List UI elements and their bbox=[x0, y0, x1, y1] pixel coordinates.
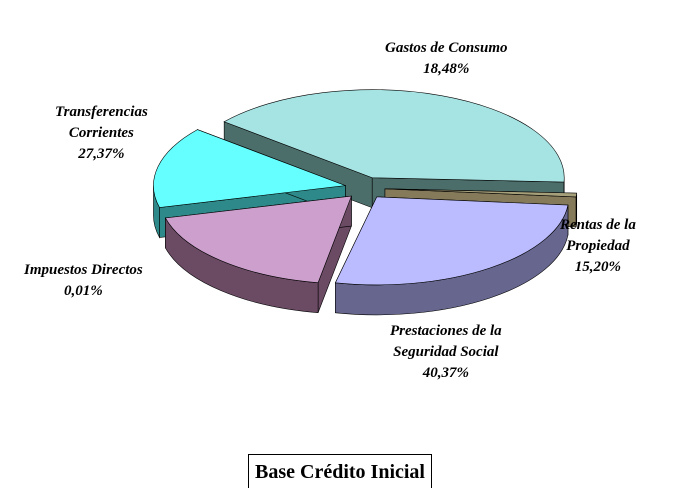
label-transferencias-line-2: Corrientes bbox=[55, 123, 148, 144]
label-prestaciones-line-2: Seguridad Social bbox=[390, 342, 502, 363]
label-prestaciones-value: 40,37% bbox=[390, 363, 502, 384]
chart-title: Base Crédito Inicial bbox=[248, 454, 432, 488]
label-gastos-de-consumo: Gastos de Consumo 18,48% bbox=[385, 38, 508, 80]
slice-transferencias-corrientes bbox=[335, 197, 568, 315]
label-rentas-line-2: Propiedad bbox=[560, 236, 636, 257]
label-gastos-de-consumo-line-1: Gastos de Consumo bbox=[385, 38, 508, 59]
label-impuestos-directos: Impuestos Directos 0,01% bbox=[24, 260, 143, 302]
label-impuestos-value: 0,01% bbox=[24, 281, 143, 302]
label-rentas-de-la-propiedad: Rentas de la Propiedad 15,20% bbox=[560, 215, 636, 278]
label-impuestos-line-1: Impuestos Directos bbox=[24, 260, 143, 281]
label-transferencias-corrientes: Transferencias Corrientes 27,37% bbox=[55, 102, 148, 165]
label-prestaciones-line-1: Prestaciones de la bbox=[390, 321, 502, 342]
label-transferencias-value: 27,37% bbox=[55, 144, 148, 165]
label-rentas-line-1: Rentas de la bbox=[560, 215, 636, 236]
label-gastos-de-consumo-value: 18,48% bbox=[385, 59, 508, 80]
label-prestaciones-seguridad-social: Prestaciones de la Seguridad Social 40,3… bbox=[390, 321, 502, 384]
label-rentas-value: 15,20% bbox=[560, 257, 636, 278]
label-transferencias-line-1: Transferencias bbox=[55, 102, 148, 123]
